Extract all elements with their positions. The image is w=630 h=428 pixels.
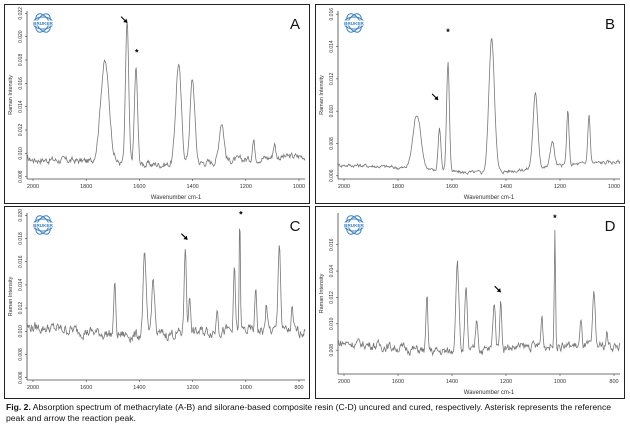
y-tick-label: 0.016 (329, 8, 335, 21)
y-tick-label: 0.016 (329, 238, 335, 251)
y-tick-label: 0.014 (18, 100, 24, 113)
spectrum-chart-a: 2000 1800 1600 1400 1200 1000 0.008 0.010 0.012 0… (8, 7, 306, 201)
y-tick-label: 0.010 (18, 147, 24, 160)
spectrum-chart-b: 2000 1800 1600 1400 1200 1000 0.006 0.008 0.010 0… (319, 8, 621, 201)
x-tick-label: 1200 (240, 184, 252, 190)
panel-letter-a: A (290, 16, 300, 33)
spectrum-line-b (337, 38, 621, 175)
panel-letter-d: D (605, 218, 616, 235)
caption-label: Fig. 2. (6, 402, 31, 412)
x-tick-label: 1000 (608, 184, 620, 190)
y-tick-label: 0.012 (18, 302, 24, 315)
y-tick-label: 0.012 (18, 124, 24, 137)
reference-peak-asterisk: * (239, 210, 243, 220)
x-tick-label: 1000 (554, 379, 566, 385)
panel-letter-c: C (290, 218, 301, 235)
bruker-logo-text: BRUKER (344, 21, 364, 26)
y-tick-label: 0.006 (18, 371, 24, 384)
x-tick-label: 1800 (392, 184, 404, 190)
reaction-peak-arrow (431, 93, 439, 101)
y-tick-label: 0.020 (18, 30, 24, 43)
x-axis-title: Wavenumber cm-1 (464, 390, 515, 396)
spectrum-line-d (337, 229, 621, 357)
y-axis-title: Raman Intensity (319, 75, 325, 115)
x-tick-label: 2000 (27, 184, 39, 190)
bruker-logo: BRUKER (343, 215, 365, 235)
x-tick-label: 1000 (240, 385, 252, 391)
y-tick-label: 0.022 (18, 7, 24, 20)
x-tick-label: 800 (609, 379, 618, 385)
bruker-logo-text: BRUKER (33, 21, 53, 26)
x-tick-label: 1200 (186, 385, 198, 391)
y-tick-label: 0.010 (329, 317, 335, 330)
y-tick-label: 0.010 (329, 105, 335, 118)
x-tick-label: 1200 (554, 184, 566, 190)
y-tick-label: 0.014 (329, 40, 335, 53)
reaction-peak-arrow (180, 233, 188, 241)
y-tick-label: 0.018 (18, 232, 24, 245)
y-tick-label: 0.008 (18, 170, 24, 183)
x-tick-label: 1000 (293, 184, 305, 190)
spectrum-chart-d: 2000 1600 1400 1200 1000 800 0.008 0.010 0.012 0.… (319, 213, 621, 396)
x-tick-label: 1400 (186, 184, 198, 190)
y-tick-label: 0.018 (18, 54, 24, 67)
spectrum-chart-c: 2000 1600 1400 1200 1000 800 0.006 0.008 0.010 0.… (8, 209, 306, 391)
x-tick-label: 1600 (446, 184, 458, 190)
y-tick-label: 0.008 (329, 137, 335, 150)
x-tick-label: 1600 (80, 385, 92, 391)
spectrum-panel-a: 2000 1800 1600 1400 1200 1000 0.008 0.010 0.012 0… (4, 4, 310, 204)
y-tick-label: 0.020 (18, 209, 24, 222)
spectrum-panel-d: 2000 1600 1400 1200 1000 800 0.008 0.010 0.012 0.… (315, 206, 625, 399)
y-tick-label: 0.008 (329, 344, 335, 357)
y-axis-title: Raman Intensity (8, 276, 14, 316)
spectrum-line-c (26, 228, 306, 344)
spectrum-line-a (26, 20, 306, 169)
y-tick-label: 0.014 (18, 278, 24, 291)
reference-peak-asterisk: * (553, 213, 557, 223)
bruker-logo-text: BRUKER (33, 223, 53, 228)
x-tick-label: 2000 (338, 379, 350, 385)
y-axis-title: Raman Intensity (8, 75, 14, 115)
bruker-logo: BRUKER (343, 13, 365, 33)
x-tick-label: 1200 (500, 379, 512, 385)
y-tick-label: 0.008 (18, 348, 24, 361)
y-tick-label: 0.012 (329, 291, 335, 304)
x-tick-label: 1600 (392, 379, 404, 385)
x-axis-title: Wavenumber cm-1 (151, 195, 202, 201)
reaction-peak-arrow (494, 285, 502, 293)
figure-caption: Fig. 2. Absorption spectrum of methacryl… (6, 402, 626, 424)
panel-letter-b: B (605, 16, 615, 33)
x-tick-label: 2000 (338, 184, 350, 190)
spectrum-panel-b: 2000 1800 1600 1400 1200 1000 0.006 0.008 0.010 0… (315, 4, 625, 204)
bruker-logo: BRUKER (32, 13, 54, 33)
x-tick-label: 800 (294, 385, 303, 391)
caption-text: Absorption spectrum of methacrylate (A-B… (6, 402, 612, 423)
bruker-logo: BRUKER (32, 215, 54, 235)
spectrum-panel-c: 2000 1600 1400 1200 1000 800 0.006 0.008 0.010 0.… (4, 206, 310, 399)
y-axis-title: Raman Intensity (319, 273, 325, 313)
x-axis-title: Wavenumber cm-1 (464, 195, 515, 201)
x-tick-label: 1400 (133, 385, 145, 391)
y-tick-label: 0.006 (329, 169, 335, 182)
y-tick-label: 0.012 (329, 72, 335, 85)
reference-peak-asterisk: * (135, 47, 139, 57)
y-tick-label: 0.016 (18, 77, 24, 90)
x-tick-label: 1600 (133, 184, 145, 190)
x-tick-label: 2000 (27, 385, 39, 391)
x-tick-label: 1400 (446, 379, 458, 385)
y-tick-label: 0.014 (329, 265, 335, 278)
x-tick-label: 1800 (80, 184, 92, 190)
x-tick-label: 1400 (500, 184, 512, 190)
y-tick-label: 0.016 (18, 255, 24, 268)
reaction-peak-arrow (120, 16, 128, 24)
reference-peak-asterisk: * (446, 27, 450, 37)
y-tick-label: 0.010 (18, 325, 24, 338)
bruker-logo-text: BRUKER (344, 223, 364, 228)
